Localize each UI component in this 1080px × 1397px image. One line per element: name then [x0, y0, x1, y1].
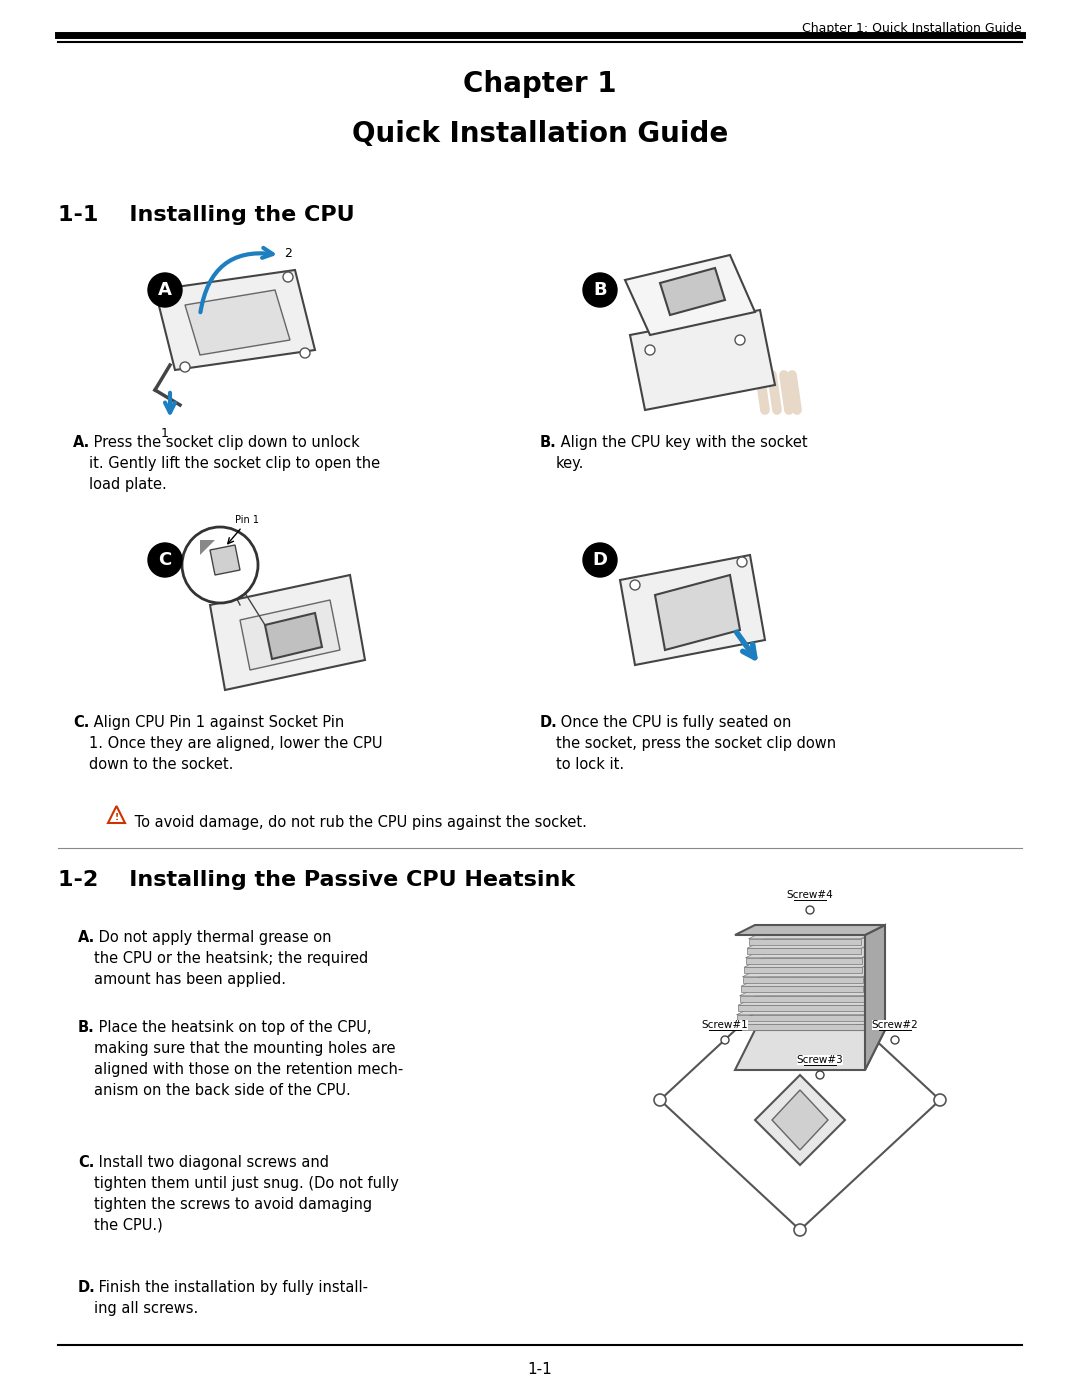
Polygon shape: [265, 613, 322, 659]
Polygon shape: [738, 995, 885, 1006]
Text: Screw#2: Screw#2: [872, 1020, 918, 1030]
Circle shape: [816, 1071, 824, 1078]
Text: A.: A.: [73, 434, 91, 450]
Polygon shape: [744, 957, 882, 967]
Text: 2: 2: [284, 247, 292, 260]
Text: Screw#3: Screw#3: [797, 1055, 843, 1065]
Text: Screw#4: Screw#4: [786, 890, 834, 900]
Text: !: !: [114, 813, 119, 821]
Text: Place the heatsink on top of the CPU,
making sure that the mounting holes are
al: Place the heatsink on top of the CPU, ma…: [94, 1020, 403, 1098]
Polygon shape: [745, 958, 862, 964]
Polygon shape: [620, 555, 765, 665]
Text: B: B: [593, 281, 607, 299]
Polygon shape: [747, 939, 881, 949]
Text: A: A: [158, 281, 172, 299]
Circle shape: [654, 1094, 666, 1106]
Text: C: C: [159, 550, 172, 569]
Polygon shape: [865, 925, 885, 1070]
Polygon shape: [660, 970, 940, 1229]
Text: Quick Installation Guide: Quick Installation Guide: [352, 120, 728, 148]
Circle shape: [794, 964, 806, 977]
Polygon shape: [745, 947, 881, 958]
Polygon shape: [741, 977, 883, 986]
Polygon shape: [210, 576, 365, 690]
Polygon shape: [735, 1024, 865, 1030]
Text: B.: B.: [540, 434, 557, 450]
Text: C.: C.: [73, 715, 90, 731]
Text: D: D: [593, 550, 607, 569]
Text: Screw#1: Screw#1: [702, 1020, 748, 1030]
Text: To avoid damage, do not rub the CPU pins against the socket.: To avoid damage, do not rub the CPU pins…: [130, 814, 586, 830]
Polygon shape: [741, 986, 863, 992]
Polygon shape: [156, 270, 315, 370]
Text: 1-1    Installing the CPU: 1-1 Installing the CPU: [58, 205, 354, 225]
Circle shape: [183, 527, 258, 604]
Polygon shape: [743, 967, 882, 977]
Circle shape: [180, 362, 190, 372]
Text: D.: D.: [540, 715, 557, 731]
Circle shape: [721, 1037, 729, 1044]
Polygon shape: [200, 541, 215, 555]
Circle shape: [891, 1037, 899, 1044]
Polygon shape: [654, 576, 740, 650]
Polygon shape: [740, 986, 883, 996]
Polygon shape: [738, 1006, 864, 1011]
Circle shape: [735, 335, 745, 345]
Circle shape: [160, 292, 170, 302]
Text: Chapter 1: Quick Installation Guide: Chapter 1: Quick Installation Guide: [802, 22, 1022, 35]
Polygon shape: [630, 310, 775, 409]
Circle shape: [934, 1094, 946, 1106]
Polygon shape: [240, 599, 340, 671]
Text: C.: C.: [78, 1155, 94, 1171]
Polygon shape: [210, 545, 240, 576]
Circle shape: [300, 348, 310, 358]
Text: B.: B.: [78, 1020, 95, 1035]
Text: Once the CPU is fully seated on
the socket, press the socket clip down
to lock i: Once the CPU is fully seated on the sock…: [556, 715, 836, 773]
Polygon shape: [735, 925, 885, 935]
Text: Align CPU Pin 1 against Socket Pin
1. Once they are aligned, lower the CPU
down : Align CPU Pin 1 against Socket Pin 1. On…: [89, 715, 382, 773]
Polygon shape: [108, 806, 125, 823]
Circle shape: [583, 272, 617, 307]
Polygon shape: [748, 939, 861, 944]
Circle shape: [583, 543, 617, 577]
Text: Finish the installation by fully install-
ing all screws.: Finish the installation by fully install…: [94, 1280, 368, 1316]
Polygon shape: [744, 967, 862, 972]
Text: Pin 1: Pin 1: [235, 515, 259, 525]
Circle shape: [630, 580, 640, 590]
Text: Install two diagonal screws and
tighten them until just snug. (Do not fully
tigh: Install two diagonal screws and tighten …: [94, 1155, 399, 1234]
Circle shape: [737, 557, 747, 567]
Polygon shape: [737, 1014, 864, 1020]
Polygon shape: [755, 1076, 845, 1165]
Circle shape: [148, 272, 183, 307]
Text: Do not apply thermal grease on
the CPU or the heatsink; the required
amount has : Do not apply thermal grease on the CPU o…: [94, 930, 368, 988]
Polygon shape: [743, 977, 863, 982]
Polygon shape: [185, 291, 291, 355]
Text: 1-2    Installing the Passive CPU Heatsink: 1-2 Installing the Passive CPU Heatsink: [58, 870, 576, 890]
Polygon shape: [737, 1004, 885, 1014]
Circle shape: [645, 345, 654, 355]
Text: 1: 1: [161, 427, 168, 440]
Polygon shape: [740, 996, 864, 1002]
Polygon shape: [735, 1014, 885, 1024]
Text: D.: D.: [78, 1280, 96, 1295]
Polygon shape: [748, 929, 880, 939]
Text: Chapter 1: Chapter 1: [463, 70, 617, 98]
Circle shape: [806, 907, 814, 914]
Text: 1-1: 1-1: [528, 1362, 552, 1377]
Polygon shape: [625, 256, 755, 335]
Polygon shape: [660, 268, 725, 314]
Circle shape: [283, 272, 293, 282]
Circle shape: [148, 543, 183, 577]
Polygon shape: [735, 1030, 885, 1070]
Text: Align the CPU key with the socket
key.: Align the CPU key with the socket key.: [556, 434, 808, 471]
Text: Press the socket clip down to unlock
it. Gently lift the socket clip to open the: Press the socket clip down to unlock it.…: [89, 434, 380, 492]
Polygon shape: [747, 949, 861, 954]
Circle shape: [794, 1224, 806, 1236]
Text: A.: A.: [78, 930, 95, 944]
Polygon shape: [772, 1090, 828, 1150]
